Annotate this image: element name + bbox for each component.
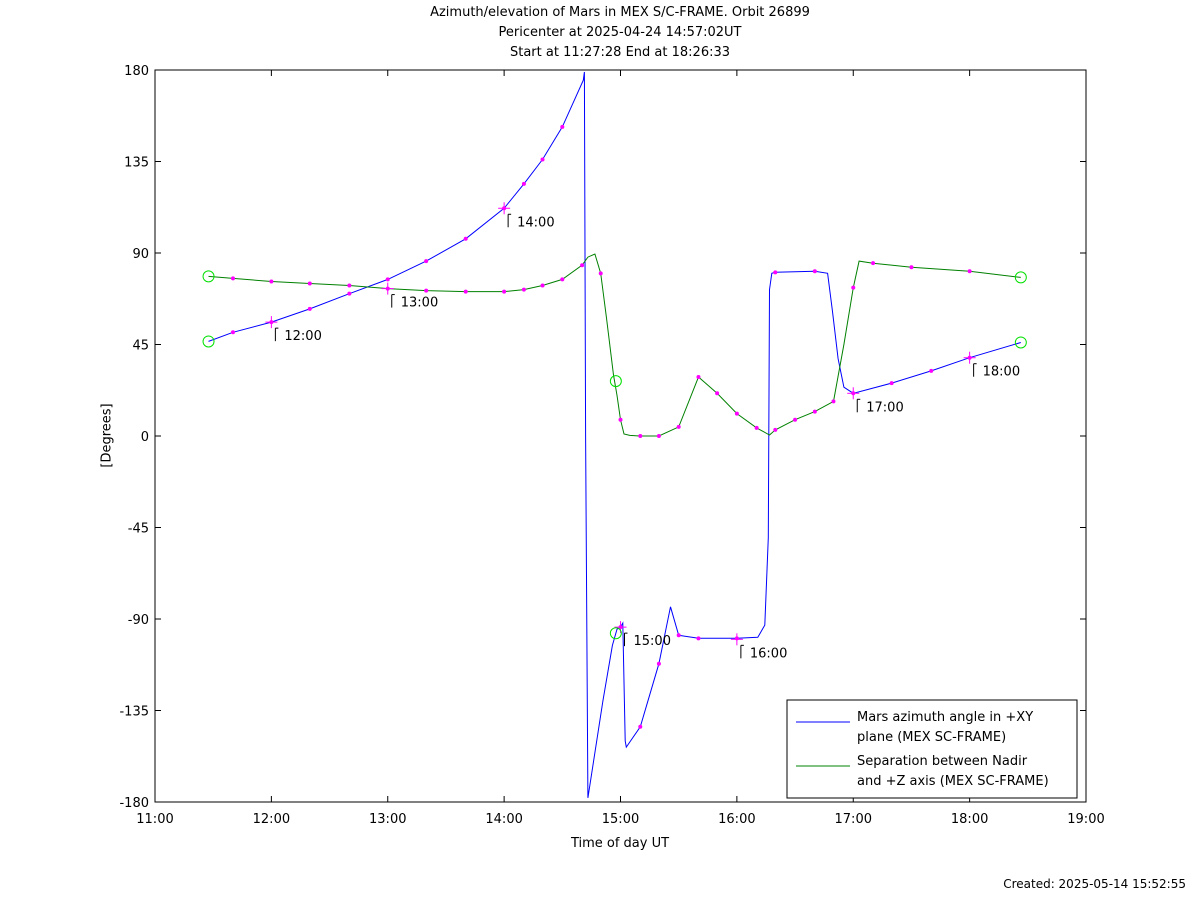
data-point: [385, 277, 390, 282]
x-tick-label: 11:00: [136, 812, 173, 827]
data-point: [734, 411, 739, 416]
data-point: [793, 417, 798, 422]
event-marker: [1014, 271, 1027, 284]
tick-marks: [154, 69, 1087, 803]
data-point: [540, 283, 545, 288]
data-point: [656, 434, 661, 438]
chart-title-line-2: Pericenter at 2025-04-24 14:57:02UT: [498, 25, 742, 40]
x-tick-label: 19:00: [1067, 812, 1104, 827]
y-axis-label: [Degrees]: [99, 403, 115, 468]
data-point: [638, 724, 643, 729]
data-point: [230, 330, 235, 335]
x-axis-label: Time of day UT: [570, 836, 670, 851]
time-tag-label: 14:00: [517, 215, 554, 230]
time-tag-label: 16:00: [750, 646, 787, 661]
data-point: [230, 276, 235, 281]
hour-markers: [202, 124, 1027, 729]
time-tag-label: 17:00: [866, 400, 903, 415]
data-point: [463, 236, 468, 241]
x-tick-label: 12:00: [253, 812, 290, 827]
data-point: [715, 391, 720, 396]
data-point: [851, 285, 856, 290]
event-marker: [609, 375, 622, 388]
data-point: [269, 279, 274, 284]
data-point: [347, 291, 352, 296]
data-point: [773, 427, 778, 432]
data-point: [967, 269, 972, 274]
data-point: [307, 306, 312, 311]
data-point: [307, 281, 312, 286]
y-tick-label: -180: [119, 796, 149, 811]
data-point: [889, 381, 894, 386]
time-tags: 12:00 13:00 14:00 15:00 16:00 17:00 18:00: [274, 213, 1020, 661]
event-marker: [609, 627, 622, 640]
data-point: [929, 368, 934, 373]
data-point: [773, 270, 778, 275]
data-point: [560, 124, 565, 129]
data-point: [656, 661, 661, 666]
data-point: [754, 425, 759, 430]
data-point: [502, 289, 507, 294]
data-point: [696, 375, 701, 380]
time-tag-label: 18:00: [983, 365, 1020, 380]
data-point: [696, 636, 701, 641]
created-timestamp: Created: 2025-05-14 15:52:55: [1003, 877, 1186, 891]
x-tick-label: 13:00: [369, 812, 406, 827]
y-tick-label: 180: [124, 64, 149, 79]
data-point: [831, 399, 836, 404]
y-tick-label: 0: [141, 430, 149, 445]
data-point: [521, 287, 526, 292]
data-point: [424, 259, 429, 264]
y-tick-label: 45: [132, 339, 149, 354]
legend-separation-line-2: and +Z axis (MEX SC-FRAME): [857, 774, 1049, 789]
x-tick-label: 18:00: [951, 812, 988, 827]
chart-title-line-3: Start at 11:27:28 End at 18:26:33: [509, 45, 731, 60]
y-tick-label: 90: [132, 247, 149, 262]
data-point: [812, 409, 817, 414]
legend-box: [786, 699, 1078, 799]
data-point: [424, 288, 429, 293]
event-marker: [202, 270, 215, 283]
data-point: [347, 283, 352, 288]
data-point: [676, 633, 681, 638]
legend: Mars azimuth angle in +XY plane (MEX SC-…: [786, 699, 1078, 799]
event-marker: [202, 335, 215, 348]
legend-azimuth-line-2: plane (MEX SC-FRAME): [857, 730, 1006, 745]
series-line-separation: [208, 253, 1021, 437]
time-tag-label: 13:00: [401, 296, 438, 311]
tick-labels: 11:00 12:00 13:00 14:00 15:00 16:00 17:00 18:00…: [119, 64, 1104, 827]
plot-frame: [154, 69, 1087, 803]
data-point: [598, 271, 603, 276]
chart-title-line-1: Azimuth/elevation of Mars in MEX S/C-FRA…: [430, 5, 810, 20]
series-lines: [208, 71, 1021, 798]
x-tick-label: 16:00: [718, 812, 755, 827]
data-point: [871, 261, 876, 266]
data-point: [463, 289, 468, 294]
x-tick-label: 17:00: [835, 812, 872, 827]
event-marker: [1014, 336, 1027, 349]
y-tick-label: 135: [124, 156, 149, 171]
legend-azimuth-line-1: Mars azimuth angle in +XY: [857, 710, 1033, 725]
data-point: [580, 263, 585, 268]
data-point: [812, 269, 817, 274]
y-tick-label: -135: [119, 705, 149, 720]
x-tick-label: 15:00: [602, 812, 639, 827]
data-point: [909, 265, 914, 270]
time-tag-label: 15:00: [634, 634, 671, 649]
time-tag-label: 12:00: [284, 329, 321, 344]
data-point: [676, 424, 681, 429]
data-point: [638, 434, 643, 438]
y-tick-label: -45: [128, 522, 149, 537]
data-point: [560, 277, 565, 282]
series-line-azimuth: [208, 71, 1021, 798]
x-tick-label: 14:00: [485, 812, 522, 827]
data-point: [618, 417, 623, 422]
data-point: [521, 181, 526, 186]
legend-separation-line-1: Separation between Nadir: [857, 754, 1028, 769]
data-point: [540, 157, 545, 162]
y-tick-label: -90: [128, 613, 149, 628]
